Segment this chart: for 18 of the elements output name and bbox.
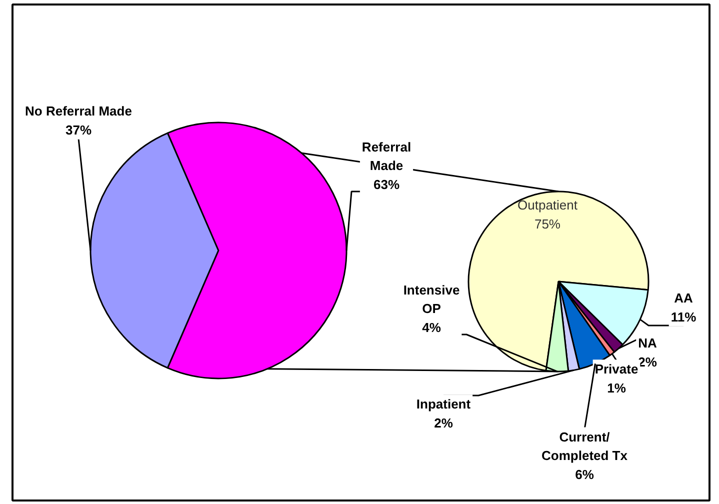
data-label: 2% bbox=[638, 354, 658, 370]
slice-label: Outpatient bbox=[518, 198, 578, 213]
data-label: 75% bbox=[534, 216, 561, 232]
slice-label: Referral Made bbox=[362, 139, 412, 173]
data-label: 63% bbox=[373, 176, 400, 192]
slice-label: NA bbox=[638, 336, 658, 351]
slice-label: Current/ Completed Tx bbox=[542, 429, 628, 463]
data-label: 2% bbox=[434, 415, 454, 430]
slice-label: No Referral Made bbox=[25, 104, 132, 119]
data-label: 11% bbox=[670, 309, 697, 324]
data-label: 37% bbox=[65, 122, 92, 138]
slice-label: Private bbox=[594, 362, 638, 377]
data-label: 4% bbox=[422, 320, 442, 335]
data-label: 1% bbox=[607, 380, 626, 396]
slice-label: AA bbox=[674, 290, 694, 306]
slice-label: Inpatient bbox=[416, 396, 472, 412]
slice-label: Intensive OP bbox=[403, 282, 460, 316]
data-label: 6% bbox=[575, 466, 594, 482]
